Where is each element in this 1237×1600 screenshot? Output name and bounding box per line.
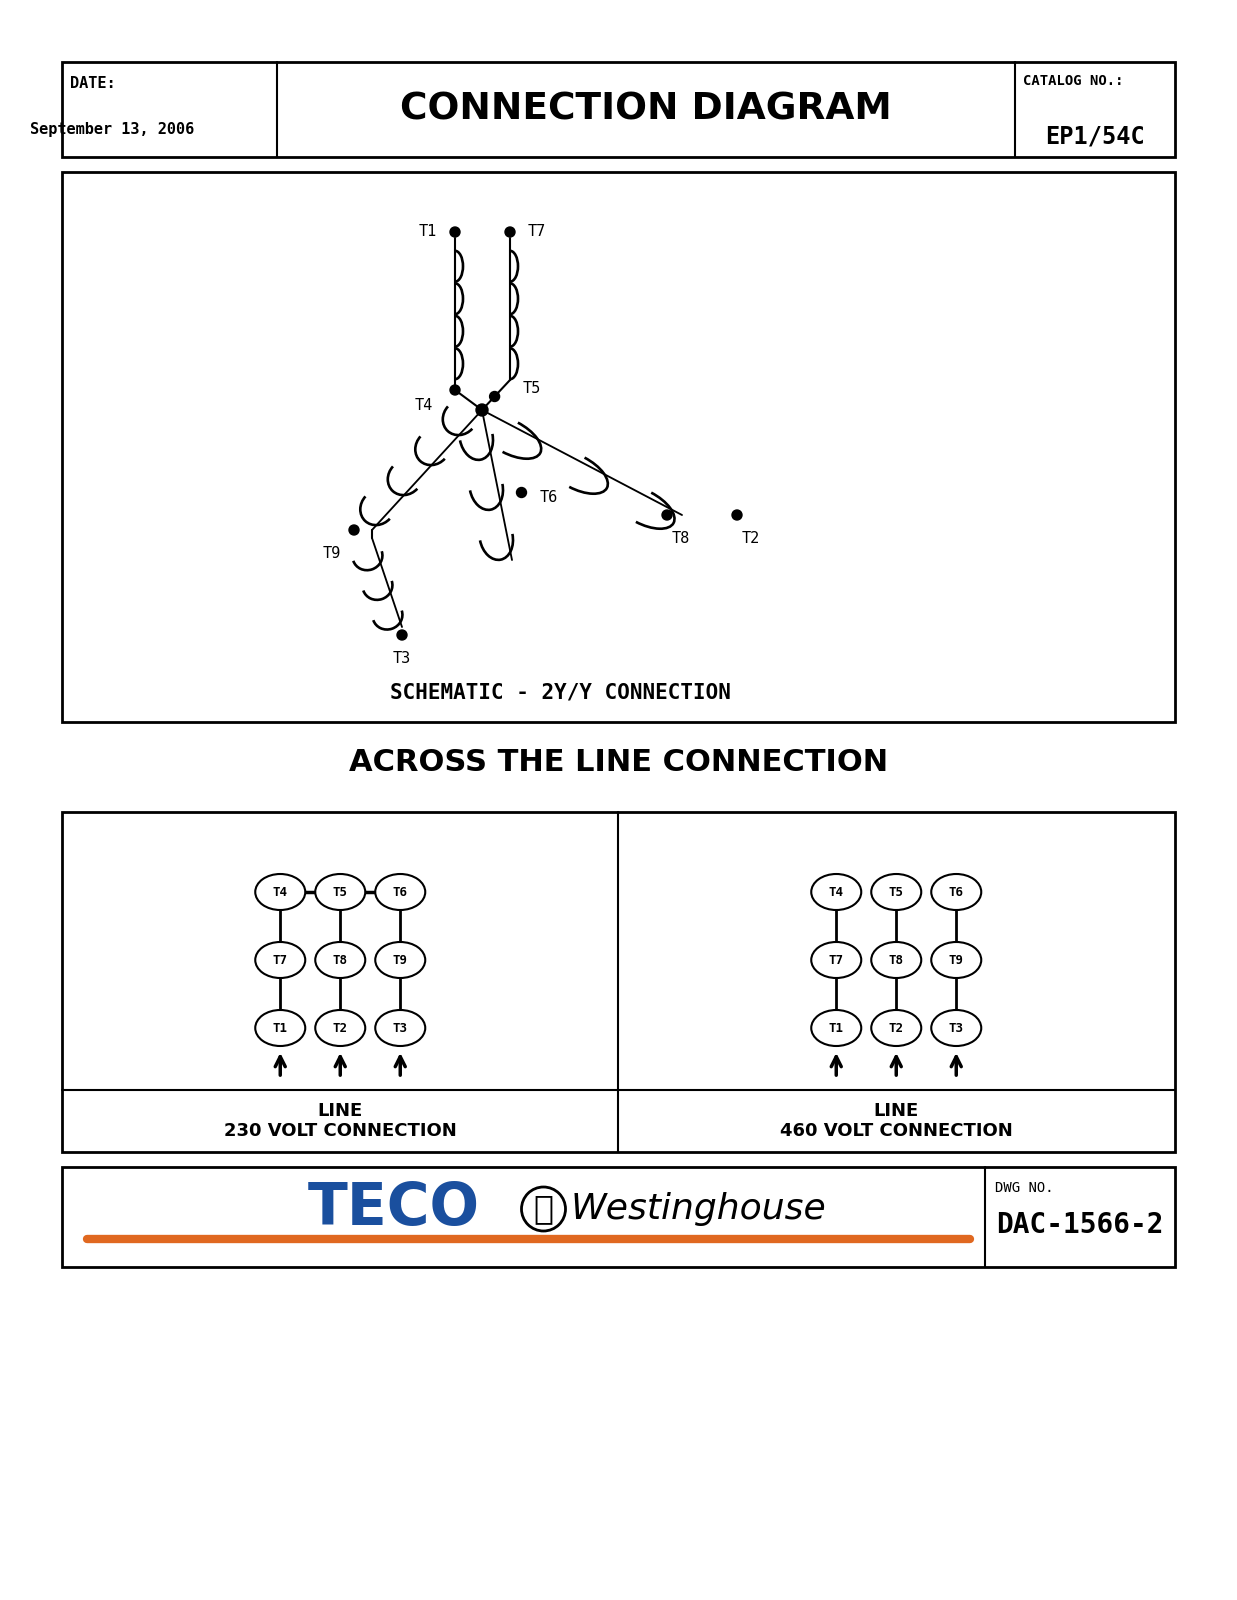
Text: T1: T1 — [272, 1021, 288, 1035]
Text: T5: T5 — [522, 381, 541, 395]
Circle shape — [732, 510, 742, 520]
Ellipse shape — [931, 874, 981, 910]
Text: T3: T3 — [393, 651, 411, 666]
Text: EP1/54C: EP1/54C — [1045, 125, 1145, 149]
Text: T6: T6 — [393, 885, 408, 899]
Text: T7: T7 — [829, 954, 844, 966]
Text: T8: T8 — [888, 954, 904, 966]
Ellipse shape — [375, 874, 426, 910]
Text: T2: T2 — [742, 531, 761, 546]
Circle shape — [490, 392, 500, 402]
Text: Ⓣ: Ⓣ — [533, 1192, 553, 1226]
Ellipse shape — [871, 942, 922, 978]
Ellipse shape — [811, 874, 861, 910]
Ellipse shape — [871, 874, 922, 910]
Text: T7: T7 — [272, 954, 288, 966]
Text: TECO: TECO — [308, 1181, 480, 1237]
Text: T3: T3 — [393, 1021, 408, 1035]
Bar — [62, 62, 1175, 157]
Text: T6: T6 — [539, 490, 558, 506]
Circle shape — [349, 525, 359, 534]
Text: ACROSS THE LINE CONNECTION: ACROSS THE LINE CONNECTION — [349, 749, 888, 778]
Text: T3: T3 — [949, 1021, 964, 1035]
Ellipse shape — [811, 942, 861, 978]
Circle shape — [517, 488, 527, 498]
Circle shape — [522, 1187, 565, 1230]
Text: T9: T9 — [323, 546, 341, 562]
Text: T5: T5 — [888, 885, 904, 899]
Circle shape — [505, 227, 515, 237]
Circle shape — [450, 386, 460, 395]
Ellipse shape — [255, 1010, 306, 1046]
Text: DWG NO.: DWG NO. — [995, 1181, 1054, 1195]
Text: T2: T2 — [888, 1021, 904, 1035]
Text: CATALOG NO.:: CATALOG NO.: — [1023, 74, 1123, 88]
Text: T8: T8 — [333, 954, 348, 966]
Text: T4: T4 — [414, 398, 433, 413]
Text: LINE
460 VOLT CONNECTION: LINE 460 VOLT CONNECTION — [779, 1101, 1013, 1141]
Ellipse shape — [375, 942, 426, 978]
Bar — [62, 171, 1175, 722]
Ellipse shape — [315, 1010, 365, 1046]
Text: T5: T5 — [333, 885, 348, 899]
Circle shape — [476, 403, 489, 416]
Text: T9: T9 — [949, 954, 964, 966]
Ellipse shape — [315, 874, 365, 910]
Ellipse shape — [375, 1010, 426, 1046]
Text: T1: T1 — [829, 1021, 844, 1035]
Text: T7: T7 — [528, 224, 547, 240]
Ellipse shape — [931, 942, 981, 978]
Ellipse shape — [315, 942, 365, 978]
Text: T2: T2 — [333, 1021, 348, 1035]
Ellipse shape — [931, 1010, 981, 1046]
Circle shape — [662, 510, 672, 520]
Text: T6: T6 — [949, 885, 964, 899]
Text: T1: T1 — [419, 224, 437, 240]
Text: T8: T8 — [672, 531, 690, 546]
Text: DATE:: DATE: — [71, 75, 115, 91]
Circle shape — [450, 227, 460, 237]
Text: LINE
230 VOLT CONNECTION: LINE 230 VOLT CONNECTION — [224, 1101, 456, 1141]
Text: T4: T4 — [829, 885, 844, 899]
Ellipse shape — [811, 1010, 861, 1046]
Text: CONNECTION DIAGRAM: CONNECTION DIAGRAM — [400, 91, 892, 128]
Text: SCHEMATIC - 2Y/Y CONNECTION: SCHEMATIC - 2Y/Y CONNECTION — [390, 682, 730, 702]
Text: Westinghouse: Westinghouse — [570, 1192, 826, 1226]
Bar — [62, 1166, 1175, 1267]
Circle shape — [397, 630, 407, 640]
Ellipse shape — [255, 942, 306, 978]
Bar — [62, 813, 1175, 1152]
Ellipse shape — [255, 874, 306, 910]
Text: DAC-1566-2: DAC-1566-2 — [996, 1211, 1164, 1238]
Text: T4: T4 — [272, 885, 288, 899]
Ellipse shape — [871, 1010, 922, 1046]
Text: T9: T9 — [393, 954, 408, 966]
Text: September 13, 2006: September 13, 2006 — [30, 122, 194, 138]
